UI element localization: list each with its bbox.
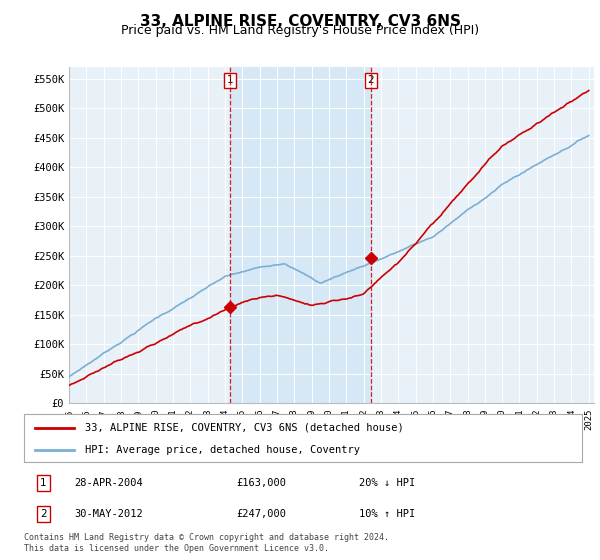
Text: 1: 1 [227, 75, 233, 85]
Text: 1: 1 [40, 478, 47, 488]
Text: 28-APR-2004: 28-APR-2004 [74, 478, 143, 488]
Text: 20% ↓ HPI: 20% ↓ HPI [359, 478, 415, 488]
Text: 30-MAY-2012: 30-MAY-2012 [74, 509, 143, 519]
Text: 10% ↑ HPI: 10% ↑ HPI [359, 509, 415, 519]
Text: 33, ALPINE RISE, COVENTRY, CV3 6NS (detached house): 33, ALPINE RISE, COVENTRY, CV3 6NS (deta… [85, 423, 404, 433]
Text: 2: 2 [40, 509, 47, 519]
Bar [230, 67, 371, 403]
Text: Contains HM Land Registry data © Crown copyright and database right 2024.
This d: Contains HM Land Registry data © Crown c… [24, 533, 389, 553]
Text: HPI: Average price, detached house, Coventry: HPI: Average price, detached house, Cove… [85, 445, 361, 455]
Text: £163,000: £163,000 [236, 478, 286, 488]
Text: Price paid vs. HM Land Registry's House Price Index (HPI): Price paid vs. HM Land Registry's House … [121, 24, 479, 37]
Text: £247,000: £247,000 [236, 509, 286, 519]
Text: 2: 2 [367, 75, 374, 85]
Text: 33, ALPINE RISE, COVENTRY, CV3 6NS: 33, ALPINE RISE, COVENTRY, CV3 6NS [139, 14, 461, 29]
